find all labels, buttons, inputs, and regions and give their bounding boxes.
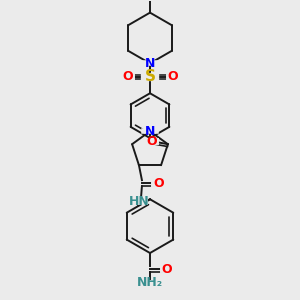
Text: O: O (146, 135, 157, 148)
Text: NH₂: NH₂ (137, 276, 163, 290)
Text: O: O (167, 70, 178, 83)
Text: O: O (161, 263, 172, 276)
Text: N: N (145, 125, 155, 138)
Text: N: N (145, 57, 155, 70)
Text: O: O (122, 70, 133, 83)
Text: O: O (153, 177, 164, 190)
Text: S: S (145, 69, 155, 84)
Text: HN: HN (129, 195, 149, 208)
